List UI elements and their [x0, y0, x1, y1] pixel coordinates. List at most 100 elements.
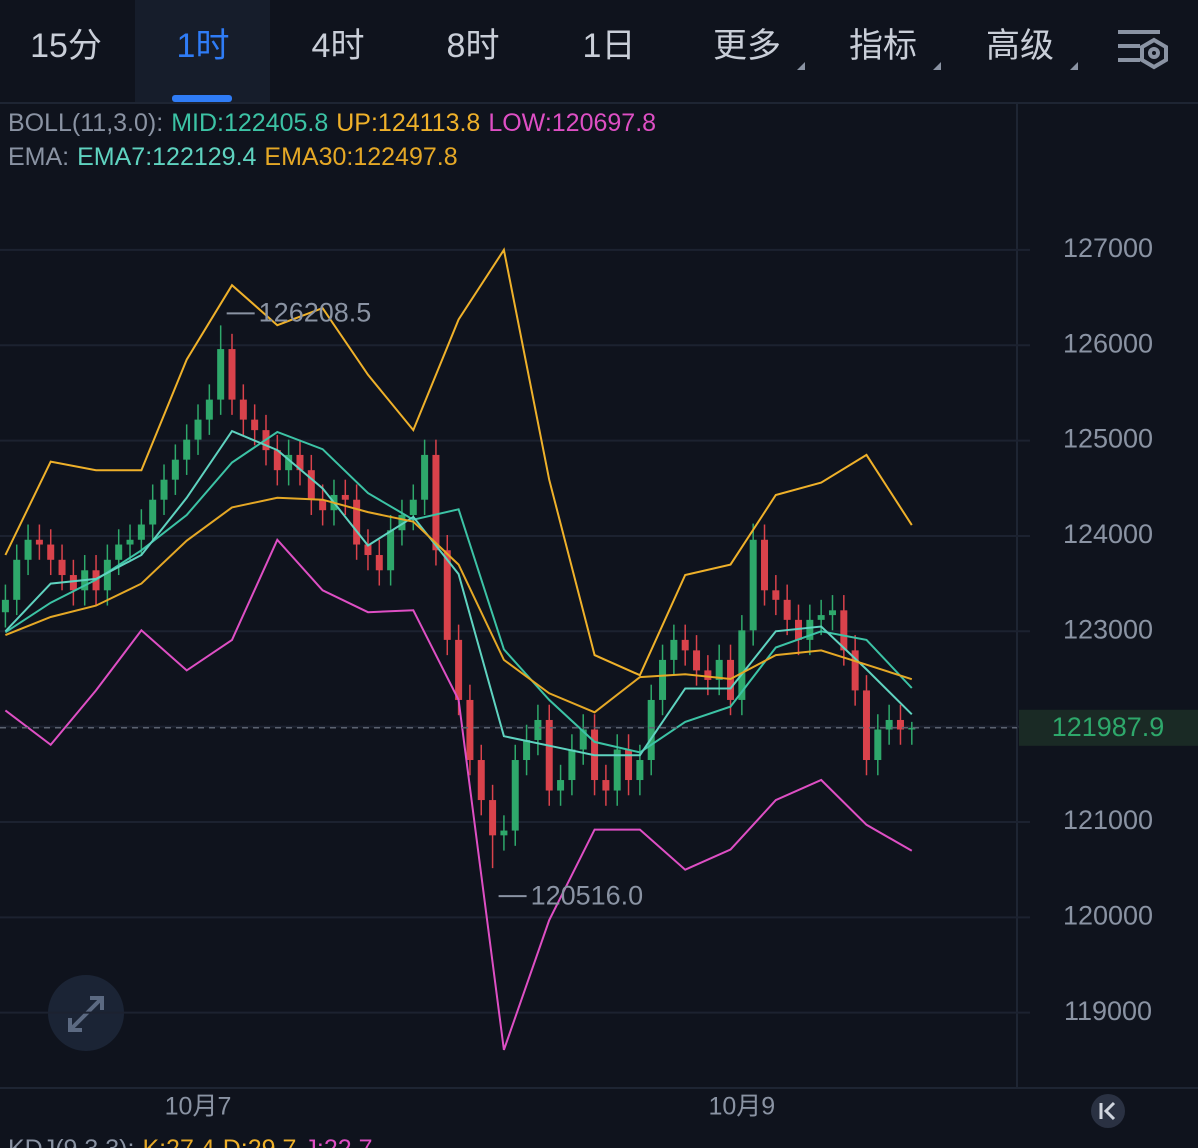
candle-body — [636, 760, 644, 781]
candle-body — [115, 544, 123, 560]
candle — [896, 704, 904, 745]
candle-body — [523, 739, 531, 761]
tab[interactable]: 8时 — [447, 27, 500, 65]
candle-body — [13, 559, 21, 600]
candle — [738, 615, 746, 716]
indicator-legend: KDJ(9,3,3): K:27.4 D:29.7 J:22.7 — [8, 1135, 373, 1148]
candle-body — [557, 780, 565, 791]
candle-body — [183, 439, 191, 460]
indicator-item: BOLL(11,3.0): — [8, 109, 163, 137]
candle — [625, 734, 633, 796]
candle-body — [783, 599, 791, 620]
candle — [511, 744, 519, 846]
candle — [874, 714, 882, 776]
candle-body — [319, 499, 327, 511]
candle — [749, 523, 757, 646]
candle — [659, 644, 667, 716]
settings-icon[interactable] — [1118, 30, 1168, 70]
x-tick-label: 10月7 — [165, 1093, 232, 1121]
scroll-latest-button[interactable] — [1091, 1094, 1125, 1128]
tab-underline — [172, 95, 232, 102]
tab[interactable]: 15分 — [30, 27, 102, 65]
candle-body — [681, 639, 689, 651]
candle — [466, 684, 474, 776]
candle-body — [851, 650, 859, 691]
candle — [353, 484, 361, 560]
candle-body — [511, 760, 519, 831]
indicator-line — [4, 430, 913, 754]
candle — [296, 439, 304, 486]
candle-body — [194, 419, 202, 440]
tab[interactable]: 更多 — [713, 27, 805, 70]
candle-body — [885, 719, 893, 730]
tab-label: 4时 — [312, 27, 365, 65]
indicator-line — [4, 537, 913, 1051]
tab[interactable]: 高级 — [986, 27, 1078, 70]
candle — [817, 599, 825, 636]
tab[interactable]: 1时 — [135, 0, 270, 102]
candle-body — [659, 659, 667, 700]
candle-body — [228, 349, 236, 400]
indicator-legend: EMA: EMA7:122129.4 EMA30:122497.8 — [8, 143, 458, 171]
candle-body — [160, 479, 168, 500]
candle — [364, 529, 372, 571]
indicator-item: EMA: — [8, 143, 69, 171]
candle — [772, 575, 780, 616]
candle — [69, 559, 77, 606]
candle-body — [602, 780, 610, 791]
indicator-item: K:27.4 — [142, 1135, 214, 1148]
indicator-line — [4, 247, 913, 677]
candle-body — [908, 727, 916, 730]
tab-label: 15分 — [30, 27, 102, 65]
candle-body — [126, 539, 134, 545]
tab-label: 更多 — [713, 27, 781, 65]
tab-label: 1时 — [177, 27, 230, 65]
candle — [251, 404, 259, 446]
expand-icon — [68, 996, 104, 1032]
candle — [171, 444, 179, 495]
candle — [387, 514, 395, 586]
tab-label: 高级 — [986, 27, 1054, 65]
tab[interactable]: 指标 — [849, 27, 941, 70]
candle — [557, 764, 565, 806]
tab-caret — [797, 62, 805, 70]
candle-body — [579, 729, 587, 750]
candle-body — [715, 659, 723, 680]
candle — [13, 544, 21, 616]
tab[interactable]: 1日 — [583, 27, 636, 65]
candle — [24, 524, 32, 576]
candle-body — [285, 454, 293, 471]
candle-body — [500, 830, 508, 836]
candle-body — [489, 800, 497, 836]
candle-body — [341, 494, 349, 500]
tab-active-bg — [135, 0, 270, 102]
y-tick-label: 123000 — [1063, 614, 1153, 644]
tab-caret — [933, 62, 941, 70]
candle — [160, 464, 168, 515]
candle-body — [828, 610, 836, 616]
candle-body — [466, 699, 474, 761]
tab[interactable]: 4时 — [312, 27, 365, 65]
candle — [545, 704, 553, 806]
candle — [885, 704, 893, 745]
candle-body — [443, 550, 451, 640]
candle — [398, 499, 406, 546]
candle-body — [421, 454, 429, 500]
candle-body — [534, 719, 542, 740]
annotation-label: 126208.5 — [259, 298, 372, 328]
candle-body — [103, 559, 111, 591]
indicator-item: D:29.7 — [223, 1135, 297, 1148]
y-tick-label: 126000 — [1063, 328, 1153, 358]
y-tick-label: 124000 — [1063, 519, 1153, 549]
indicator-item: MID:122405.8 — [171, 109, 328, 137]
candle — [500, 815, 508, 851]
candle-body — [896, 719, 904, 730]
candle-body — [217, 349, 225, 400]
last-price-box — [1019, 709, 1198, 746]
candle-body — [307, 470, 315, 500]
candle — [534, 704, 542, 756]
candle — [693, 635, 701, 686]
indicator-line — [5, 496, 913, 714]
candle-body — [364, 544, 372, 556]
annotation-label: 120516.0 — [531, 880, 644, 910]
